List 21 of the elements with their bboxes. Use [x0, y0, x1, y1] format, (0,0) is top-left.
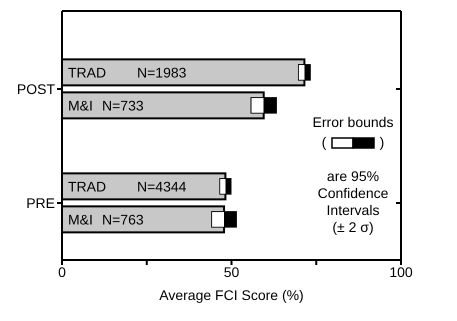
- annotation: (: [322, 134, 326, 150]
- annotation: (± 2 σ): [332, 219, 374, 235]
- x-tick-label: 50: [224, 264, 240, 280]
- text: M&I: [68, 211, 93, 228]
- annotation: Confidence: [318, 185, 388, 201]
- y-tick-label: PRE: [26, 194, 55, 211]
- annotation: N=763: [102, 211, 144, 228]
- annotation: are 95%: [326, 168, 380, 184]
- series-label: M&I: [68, 97, 93, 114]
- annotation: N=733: [102, 97, 144, 114]
- x-tick-label: 100: [389, 264, 413, 280]
- annotation: N=1983: [137, 64, 187, 80]
- annotation: Error bounds: [312, 114, 394, 130]
- x-tick-label: 0: [58, 264, 66, 280]
- text: TRAD: [68, 178, 106, 194]
- annotation: ): [380, 134, 384, 150]
- x-axis-title: Average FCI Score (%): [159, 287, 304, 303]
- annotation: Intervals: [326, 202, 380, 218]
- annotation: N=4344: [137, 178, 187, 194]
- y-tick-label: POST: [16, 80, 56, 97]
- series-label: TRAD: [68, 64, 106, 80]
